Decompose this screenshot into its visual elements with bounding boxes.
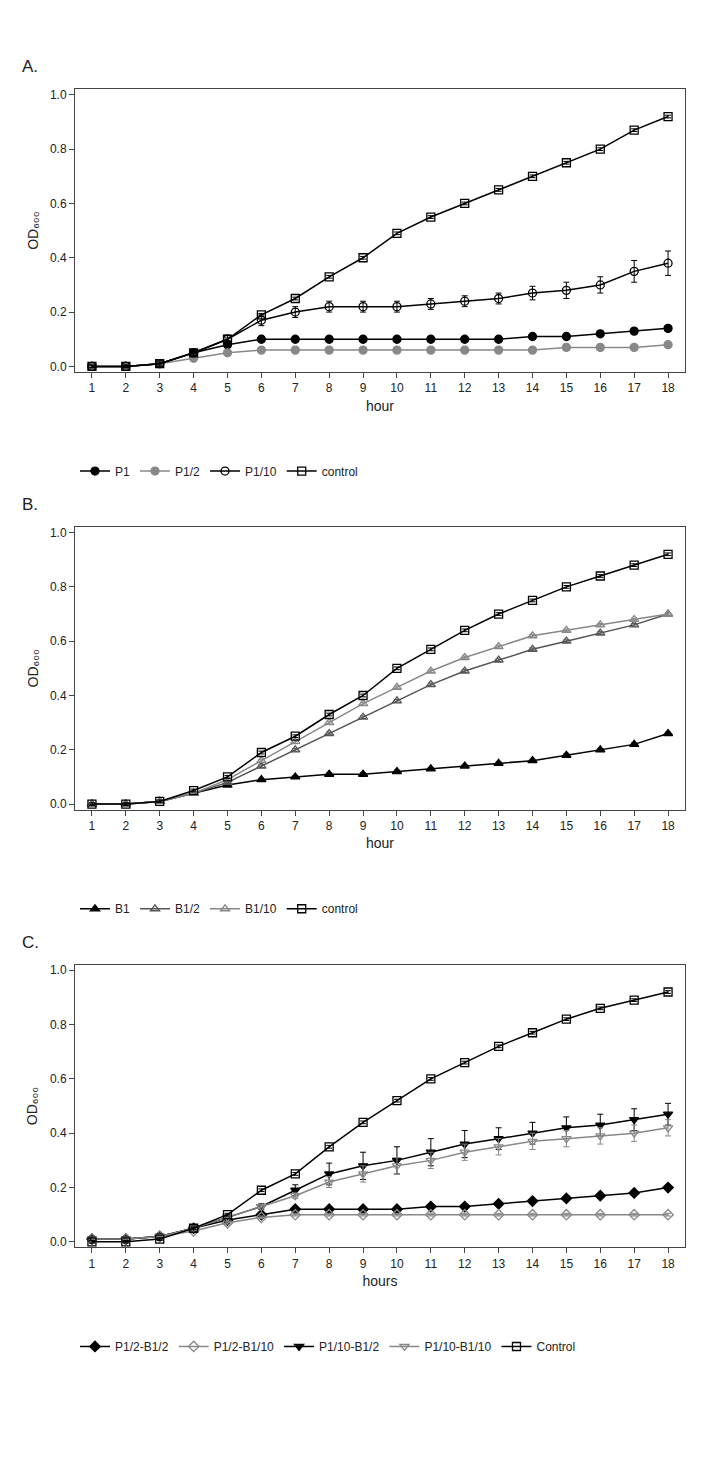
svg-text:17: 17: [627, 1257, 641, 1271]
svg-text:14: 14: [526, 1257, 540, 1271]
svg-text:control: control: [322, 465, 358, 479]
svg-text:7: 7: [292, 1257, 299, 1271]
svg-text:1: 1: [89, 1257, 96, 1271]
svg-text:0.2: 0.2: [50, 743, 67, 757]
svg-text:17: 17: [627, 819, 641, 833]
svg-text:11: 11: [425, 1257, 438, 1271]
svg-text:B1/2: B1/2: [175, 902, 200, 916]
svg-text:0.8: 0.8: [50, 580, 67, 594]
svg-text:hours: hours: [362, 1273, 397, 1289]
svg-text:17: 17: [627, 381, 641, 395]
svg-text:hour: hour: [366, 398, 394, 414]
svg-text:6: 6: [258, 381, 265, 395]
svg-text:2: 2: [122, 1257, 129, 1271]
svg-text:2: 2: [122, 819, 129, 833]
svg-text:4: 4: [190, 381, 197, 395]
svg-text:16: 16: [594, 381, 608, 395]
svg-text:9: 9: [360, 381, 367, 395]
svg-text:5: 5: [224, 1257, 231, 1271]
svg-text:0.4: 0.4: [50, 1126, 67, 1140]
svg-text:0.8: 0.8: [50, 142, 67, 156]
svg-text:B.: B.: [22, 495, 38, 514]
svg-text:0.6: 0.6: [50, 197, 67, 211]
svg-text:14: 14: [526, 381, 540, 395]
svg-text:11: 11: [425, 381, 438, 395]
svg-text:P1/2: P1/2: [175, 465, 200, 479]
svg-text:12: 12: [458, 1257, 472, 1271]
svg-text:0.4: 0.4: [50, 251, 67, 265]
svg-text:12: 12: [458, 381, 472, 395]
svg-text:1.0: 1.0: [50, 526, 67, 540]
svg-text:6: 6: [258, 1257, 265, 1271]
svg-text:14: 14: [526, 819, 540, 833]
svg-text:5: 5: [224, 381, 231, 395]
svg-text:16: 16: [594, 819, 608, 833]
svg-text:1.0: 1.0: [50, 963, 67, 977]
svg-text:0.4: 0.4: [50, 689, 67, 703]
svg-text:C.: C.: [22, 933, 39, 952]
svg-text:4: 4: [190, 819, 197, 833]
svg-text:A.: A.: [22, 57, 38, 76]
svg-text:0.2: 0.2: [50, 1181, 67, 1195]
svg-text:11: 11: [425, 819, 438, 833]
svg-text:1: 1: [89, 819, 96, 833]
svg-text:8: 8: [326, 819, 333, 833]
svg-text:0.8: 0.8: [50, 1018, 67, 1032]
svg-text:1: 1: [89, 381, 96, 395]
svg-text:2: 2: [122, 381, 129, 395]
svg-text:P1/10: P1/10: [245, 465, 277, 479]
svg-text:OD₆₀₀: OD₆₀₀: [25, 1087, 41, 1125]
svg-text:13: 13: [492, 819, 506, 833]
svg-text:15: 15: [560, 1257, 574, 1271]
svg-text:3: 3: [156, 819, 163, 833]
svg-text:1.0: 1.0: [50, 88, 67, 102]
svg-text:8: 8: [326, 381, 333, 395]
svg-text:15: 15: [560, 381, 574, 395]
svg-text:10: 10: [390, 1257, 404, 1271]
svg-text:4: 4: [190, 1257, 197, 1271]
svg-text:10: 10: [390, 381, 404, 395]
svg-text:P1/10-B1/10: P1/10-B1/10: [424, 1340, 491, 1354]
svg-text:12: 12: [458, 819, 472, 833]
svg-text:0.0: 0.0: [50, 797, 67, 811]
svg-text:B1/10: B1/10: [245, 902, 277, 916]
svg-text:10: 10: [390, 819, 404, 833]
svg-text:OD₆₀₀: OD₆₀₀: [25, 649, 41, 687]
svg-text:13: 13: [492, 1257, 506, 1271]
svg-text:P1: P1: [115, 465, 130, 479]
svg-text:3: 3: [156, 1257, 163, 1271]
svg-text:18: 18: [661, 819, 675, 833]
svg-text:0.6: 0.6: [50, 634, 67, 648]
svg-text:9: 9: [360, 1257, 367, 1271]
svg-text:OD₆₀₀: OD₆₀₀: [25, 211, 41, 249]
svg-text:B1: B1: [115, 902, 130, 916]
svg-text:6: 6: [258, 819, 265, 833]
svg-text:3: 3: [156, 381, 163, 395]
svg-text:9: 9: [360, 819, 367, 833]
svg-text:8: 8: [326, 1257, 333, 1271]
svg-text:control: control: [322, 902, 358, 916]
svg-text:Control: Control: [536, 1340, 575, 1354]
svg-text:7: 7: [292, 819, 299, 833]
svg-text:18: 18: [661, 381, 675, 395]
svg-text:P1/10-B1/2: P1/10-B1/2: [319, 1340, 379, 1354]
svg-text:7: 7: [292, 381, 299, 395]
svg-text:0.2: 0.2: [50, 305, 67, 319]
svg-text:5: 5: [224, 819, 231, 833]
svg-text:P1/2-B1/10: P1/2-B1/10: [214, 1340, 274, 1354]
svg-text:hour: hour: [366, 835, 394, 851]
svg-text:0.0: 0.0: [50, 360, 67, 374]
svg-text:0.0: 0.0: [50, 1235, 67, 1249]
svg-text:P1/2-B1/2: P1/2-B1/2: [115, 1340, 169, 1354]
svg-text:13: 13: [492, 381, 506, 395]
svg-text:15: 15: [560, 819, 574, 833]
svg-text:18: 18: [661, 1257, 675, 1271]
svg-text:16: 16: [594, 1257, 608, 1271]
svg-text:0.6: 0.6: [50, 1072, 67, 1086]
